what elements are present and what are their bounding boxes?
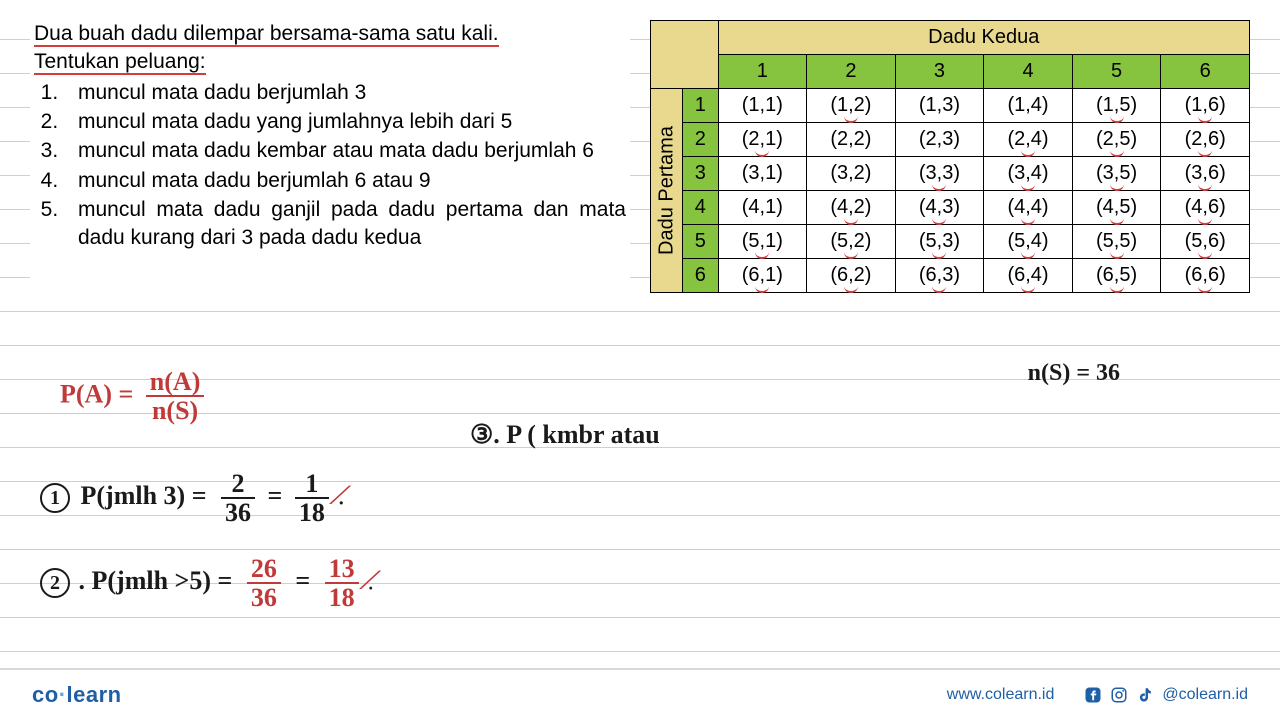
table-row-title: Dadu Pertama [651, 89, 683, 293]
formula-pa: P(A) = n(A) n(S) [60, 368, 204, 425]
sample-cell: (2,3) [895, 123, 984, 157]
sample-cell: (1,4) [984, 89, 1073, 123]
row-header: 2 [683, 123, 719, 157]
sample-cell: (6,4) [984, 259, 1073, 293]
sample-cell: (2,6) [1161, 123, 1250, 157]
footer-url: www.colearn.id [947, 686, 1055, 704]
table-header-row: 1 2 3 4 5 6 [651, 55, 1250, 89]
sample-cell: (1,1) [718, 89, 807, 123]
sample-cell: (1,6) [1161, 89, 1250, 123]
sample-cell: (4,5) [1072, 191, 1161, 225]
sample-cell: (5,3) [895, 225, 984, 259]
sample-cell: (3,4) [984, 157, 1073, 191]
sample-cell: (1,3) [895, 89, 984, 123]
answer-3-partial: ③. P ( kmbr atau [470, 420, 660, 450]
sample-cell: (2,1) [718, 123, 807, 157]
sample-cell: (6,6) [1161, 259, 1250, 293]
sample-cell: (3,6) [1161, 157, 1250, 191]
sample-cell: (5,2) [807, 225, 896, 259]
sample-cell: (5,5) [1072, 225, 1161, 259]
brand-logo: co·learn [32, 682, 122, 708]
sample-cell: (1,2) [807, 89, 896, 123]
sample-cell: (6,1) [718, 259, 807, 293]
question-item: muncul mata dadu berjumlah 6 atau 9 [64, 167, 626, 195]
instagram-icon [1110, 686, 1128, 704]
social-icons: @colearn.id [1084, 686, 1248, 704]
sample-cell: (2,2) [807, 123, 896, 157]
sample-cell: (3,3) [895, 157, 984, 191]
answer-2: 2 . P(jmlh >5) = 26 36 = 13 18 ⁄⁄. [40, 555, 373, 612]
question-list: muncul mata dadu berjumlah 3 muncul mata… [64, 79, 626, 253]
sample-cell: (3,1) [718, 157, 807, 191]
sample-cell: (6,3) [895, 259, 984, 293]
sample-cell: (4,2) [807, 191, 896, 225]
sample-cell: (1,5) [1072, 89, 1161, 123]
sample-cell: (5,1) [718, 225, 807, 259]
tiktok-icon [1136, 686, 1154, 704]
row-header: 6 [683, 259, 719, 293]
row-header: 1 [683, 89, 719, 123]
sample-cell: (5,4) [984, 225, 1073, 259]
intro-line-1: Dua buah dadu dilempar bersama-sama satu… [34, 22, 499, 47]
question-item: muncul mata dadu yang jumlahnya lebih da… [64, 108, 626, 136]
facebook-icon [1084, 686, 1102, 704]
sample-cell: (4,6) [1161, 191, 1250, 225]
sample-cell: (6,5) [1072, 259, 1161, 293]
sample-cell: (5,6) [1161, 225, 1250, 259]
question-item: muncul mata dadu kembar atau mata dadu b… [64, 137, 626, 165]
sample-cell: (3,5) [1072, 157, 1161, 191]
sample-cell: (2,5) [1072, 123, 1161, 157]
row-header: 5 [683, 225, 719, 259]
intro-line-2: Tentukan peluang: [34, 50, 206, 75]
sample-cell: (2,4) [984, 123, 1073, 157]
social-handle: @colearn.id [1162, 686, 1248, 704]
sample-cell: (3,2) [807, 157, 896, 191]
row-header: 4 [683, 191, 719, 225]
ns-annotation: n(S) = 36 [1028, 360, 1120, 387]
sample-space-table: Dadu Kedua 1 2 3 4 5 6 Dadu Pertama1(1,1… [650, 20, 1250, 293]
question-item: muncul mata dadu ganjil pada dadu pertam… [64, 196, 626, 253]
sample-cell: (4,4) [984, 191, 1073, 225]
table-col-title: Dadu Kedua [718, 21, 1249, 55]
sample-cell: (4,1) [718, 191, 807, 225]
question-text: Dua buah dadu dilempar bersama-sama satu… [30, 20, 630, 293]
question-item: muncul mata dadu berjumlah 3 [64, 79, 626, 107]
answer-1: 1 P(jmlh 3) = 2 36 = 1 18 ⁄⁄. [40, 470, 344, 527]
footer-bar: co·learn www.colearn.id @colearn.id [0, 668, 1280, 720]
sample-cell: (4,3) [895, 191, 984, 225]
row-header: 3 [683, 157, 719, 191]
sample-cell: (6,2) [807, 259, 896, 293]
